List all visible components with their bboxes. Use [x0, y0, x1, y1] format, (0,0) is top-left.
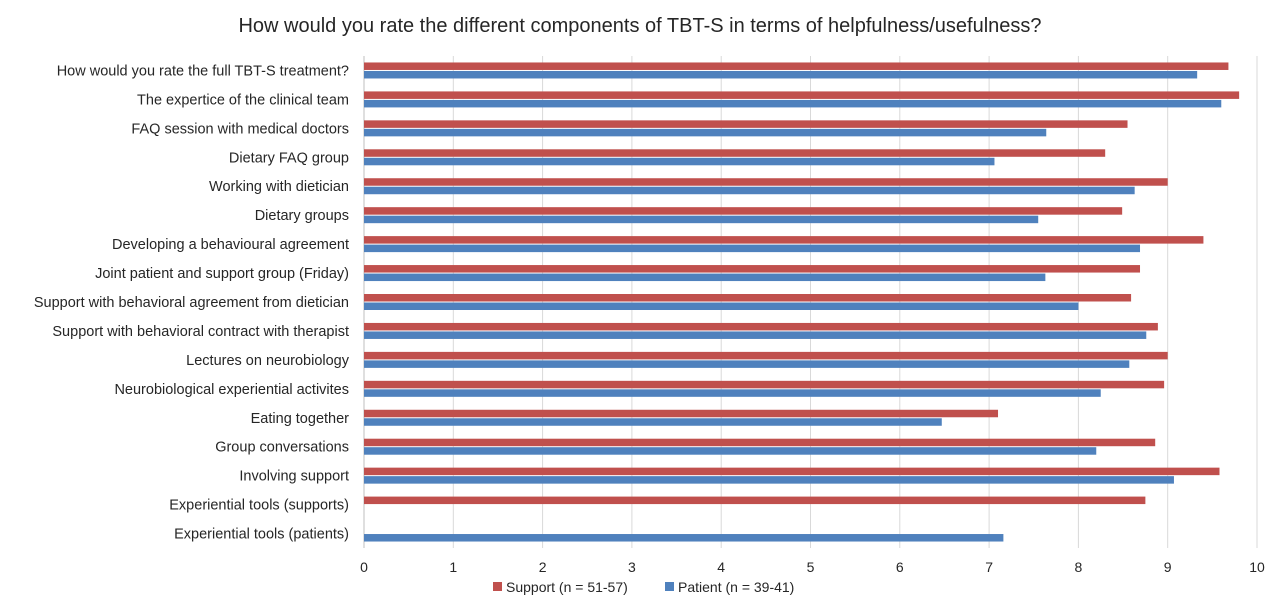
x-tick-label: 5 [807, 559, 815, 575]
bar-patient [364, 534, 1004, 542]
bar-support [364, 496, 1146, 505]
category-label: The expertice of the clinical team [137, 92, 349, 108]
category-label: Involving support [239, 469, 349, 485]
category-label: Eating together [251, 411, 350, 427]
bar-patient [364, 157, 995, 166]
legend: Support (n = 51-57) Patient (n = 39-41) [493, 579, 794, 595]
category-label: Support with behavioral contract with th… [52, 324, 349, 340]
bar-patient [364, 273, 1046, 282]
legend-label: Support (n = 51-57) [506, 579, 628, 595]
bar-support [364, 120, 1128, 128]
bar-patient [364, 331, 1147, 339]
bar-support [364, 380, 1165, 389]
category-label: How would you rate the full TBT-S treatm… [57, 63, 349, 79]
x-tick-label: 7 [985, 559, 993, 575]
x-tick-label: 6 [896, 559, 904, 575]
bar-support [364, 351, 1168, 360]
category-label: Joint patient and support group (Friday) [95, 266, 349, 282]
chart-title: How would you rate the different compone… [238, 15, 1041, 37]
bar-support [364, 178, 1168, 186]
x-tick-label: 8 [1075, 559, 1083, 575]
bar-support [364, 91, 1240, 99]
bar-support [364, 409, 999, 418]
x-tick-label: 9 [1164, 559, 1172, 575]
bar-patient [364, 99, 1222, 108]
x-tick-label: 0 [360, 559, 368, 575]
bar-support [364, 294, 1132, 302]
bar-support [364, 467, 1220, 476]
bar-support [364, 149, 1106, 157]
category-label: Experiential tools (supports) [169, 498, 349, 514]
category-label: Working with dietician [209, 179, 349, 195]
category-label: Support with behavioral agreement from d… [34, 295, 349, 311]
bar-patient [364, 186, 1135, 195]
bar-patient [364, 418, 942, 426]
bar-patient [364, 447, 1097, 455]
category-label: FAQ session with medical doctors [131, 121, 349, 137]
bar-support [364, 438, 1156, 447]
category-label: Dietary groups [255, 208, 349, 224]
bar-support [364, 236, 1204, 244]
bar-patient [364, 70, 1198, 79]
bar-patient [364, 476, 1174, 484]
x-axis-ticks: 0 1 2 3 4 5 6 7 8 9 10 [360, 559, 1265, 575]
bar-patient [364, 389, 1101, 397]
category-labels: How would you rate the full TBT-S treatm… [34, 63, 350, 542]
category-label: Developing a behavioural agreement [112, 237, 349, 253]
bar-patient [364, 244, 1141, 253]
bars [364, 62, 1240, 542]
bar-patient [364, 215, 1039, 224]
legend-swatch [493, 582, 502, 591]
bar-patient [364, 360, 1130, 368]
x-tick-label: 10 [1249, 559, 1265, 575]
bar-support [364, 62, 1229, 70]
bar-support [364, 265, 1141, 273]
bar-patient [364, 302, 1079, 310]
gridlines [363, 56, 1258, 548]
category-label: Lectures on neurobiology [186, 353, 350, 369]
x-tick-label: 2 [539, 559, 547, 575]
legend-swatch [665, 582, 674, 591]
category-label: Neurobiological experiential activites [114, 382, 349, 398]
bar-patient [364, 128, 1047, 137]
legend-label: Patient (n = 39-41) [678, 579, 794, 595]
category-label: Experiential tools (patients) [174, 527, 349, 543]
bar-support [364, 322, 1158, 331]
x-tick-label: 1 [449, 559, 457, 575]
x-tick-label: 3 [628, 559, 636, 575]
category-label: Group conversations [215, 440, 349, 456]
category-label: Dietary FAQ group [229, 150, 349, 166]
bar-support [364, 207, 1123, 215]
x-tick-label: 4 [717, 559, 725, 575]
